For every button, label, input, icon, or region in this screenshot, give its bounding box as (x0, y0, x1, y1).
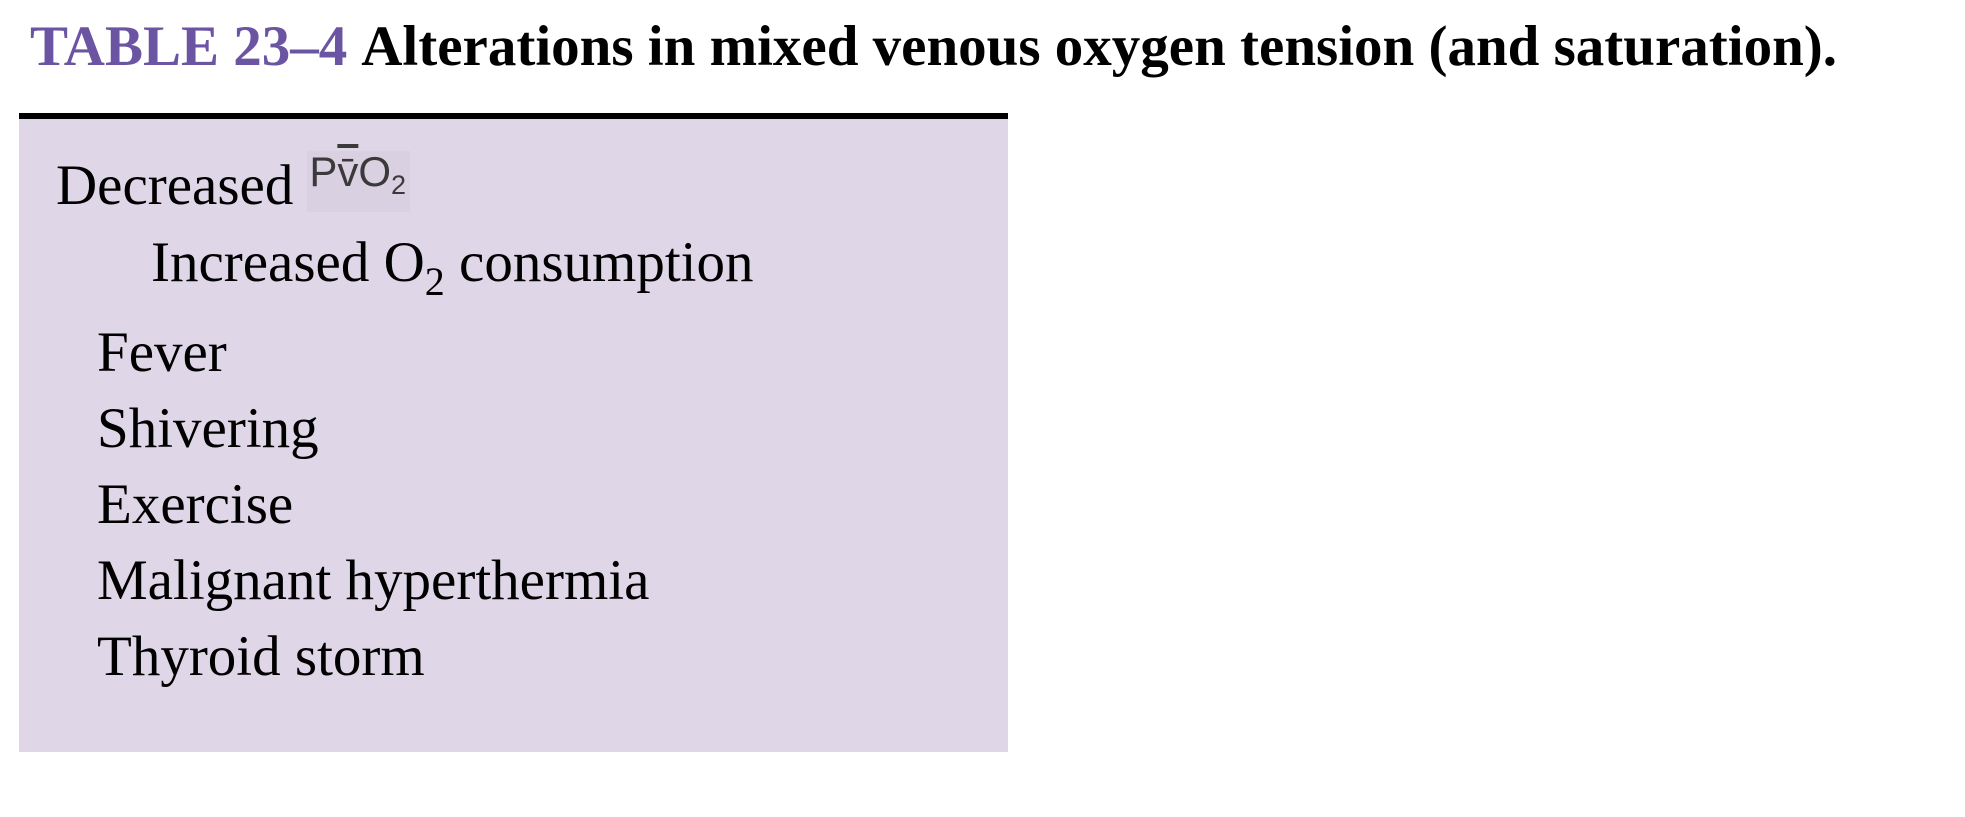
table-label: TABLE 23–4 (30, 15, 348, 78)
table-body (19, 119, 1008, 752)
subheading: Increased O2 consumption (151, 230, 754, 302)
subheading-after: consumption (444, 231, 754, 294)
pvo2-subscript: 2 (391, 170, 407, 200)
subheading-before: Increased O (151, 231, 425, 294)
section-heading-text: Decreased (56, 154, 294, 217)
section-heading: Decreased Pv̄O2 (56, 148, 411, 219)
pvo2-o: O (358, 148, 392, 195)
list-item: Malignant hyperthermia (97, 549, 650, 612)
table-top-rule (19, 113, 1008, 119)
table-title: TABLE 23–4 Alterations in mixed venous ox… (30, 12, 1837, 82)
list-item: Fever (97, 321, 227, 384)
subheading-subscript: 2 (424, 259, 445, 304)
pvo2-symbol: Pv̄O2 (307, 148, 411, 212)
pvo2-p: P (309, 148, 338, 195)
pvo2-v: v̄ (337, 148, 359, 195)
list-item: Exercise (97, 473, 294, 536)
table-caption: Alterations in mixed venous oxygen tensi… (361, 15, 1838, 78)
list-item: Thyroid storm (97, 625, 425, 688)
list-item: Shivering (97, 397, 319, 460)
